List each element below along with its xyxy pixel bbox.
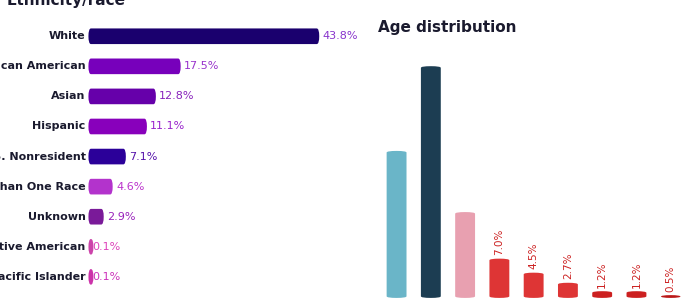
FancyBboxPatch shape — [558, 283, 578, 298]
FancyBboxPatch shape — [88, 29, 319, 44]
FancyBboxPatch shape — [88, 58, 181, 74]
Text: U.S. Nonresident: U.S. Nonresident — [0, 152, 85, 161]
Text: 1.2%: 1.2% — [631, 261, 641, 288]
Text: Hispanic: Hispanic — [32, 122, 85, 132]
Text: Native American: Native American — [0, 242, 85, 252]
FancyBboxPatch shape — [661, 295, 680, 298]
Text: White: White — [49, 31, 85, 41]
FancyBboxPatch shape — [88, 239, 93, 255]
FancyBboxPatch shape — [88, 149, 126, 164]
Text: 12.8%: 12.8% — [159, 92, 195, 102]
FancyBboxPatch shape — [88, 88, 156, 104]
Text: 11.1%: 11.1% — [150, 122, 186, 132]
Text: 7.0%: 7.0% — [494, 229, 505, 255]
FancyBboxPatch shape — [524, 273, 544, 298]
Text: 7.1%: 7.1% — [130, 152, 158, 161]
Text: 26.2%: 26.2% — [391, 168, 402, 202]
FancyBboxPatch shape — [455, 212, 475, 298]
Text: 41.3%: 41.3% — [426, 94, 436, 127]
FancyBboxPatch shape — [421, 66, 441, 298]
FancyBboxPatch shape — [489, 259, 510, 298]
FancyBboxPatch shape — [592, 291, 612, 298]
Text: 4.6%: 4.6% — [116, 181, 144, 192]
Text: 1.2%: 1.2% — [597, 261, 607, 288]
Text: 15.3%: 15.3% — [460, 222, 470, 255]
FancyBboxPatch shape — [88, 269, 93, 285]
FancyBboxPatch shape — [626, 291, 646, 298]
Text: 2.7%: 2.7% — [563, 253, 573, 279]
Text: African American: African American — [0, 61, 85, 71]
Text: Pacific Islander: Pacific Islander — [0, 272, 85, 282]
Text: Unknown: Unknown — [28, 212, 85, 222]
Text: 17.5%: 17.5% — [184, 61, 219, 71]
Text: More than One Race: More than One Race — [0, 181, 85, 192]
FancyBboxPatch shape — [88, 119, 147, 134]
Text: Asian: Asian — [51, 92, 85, 102]
Text: 2.9%: 2.9% — [107, 212, 136, 222]
Text: 0.1%: 0.1% — [92, 242, 120, 252]
Text: Ethnicity/race: Ethnicity/race — [7, 0, 126, 8]
Text: 0.5%: 0.5% — [666, 265, 675, 292]
FancyBboxPatch shape — [88, 179, 113, 195]
FancyBboxPatch shape — [88, 209, 104, 225]
Text: Age distribution: Age distribution — [378, 20, 516, 35]
Text: 0.1%: 0.1% — [92, 272, 120, 282]
Text: 43.8%: 43.8% — [323, 31, 358, 41]
Text: 4.5%: 4.5% — [528, 243, 539, 269]
FancyBboxPatch shape — [386, 151, 407, 298]
